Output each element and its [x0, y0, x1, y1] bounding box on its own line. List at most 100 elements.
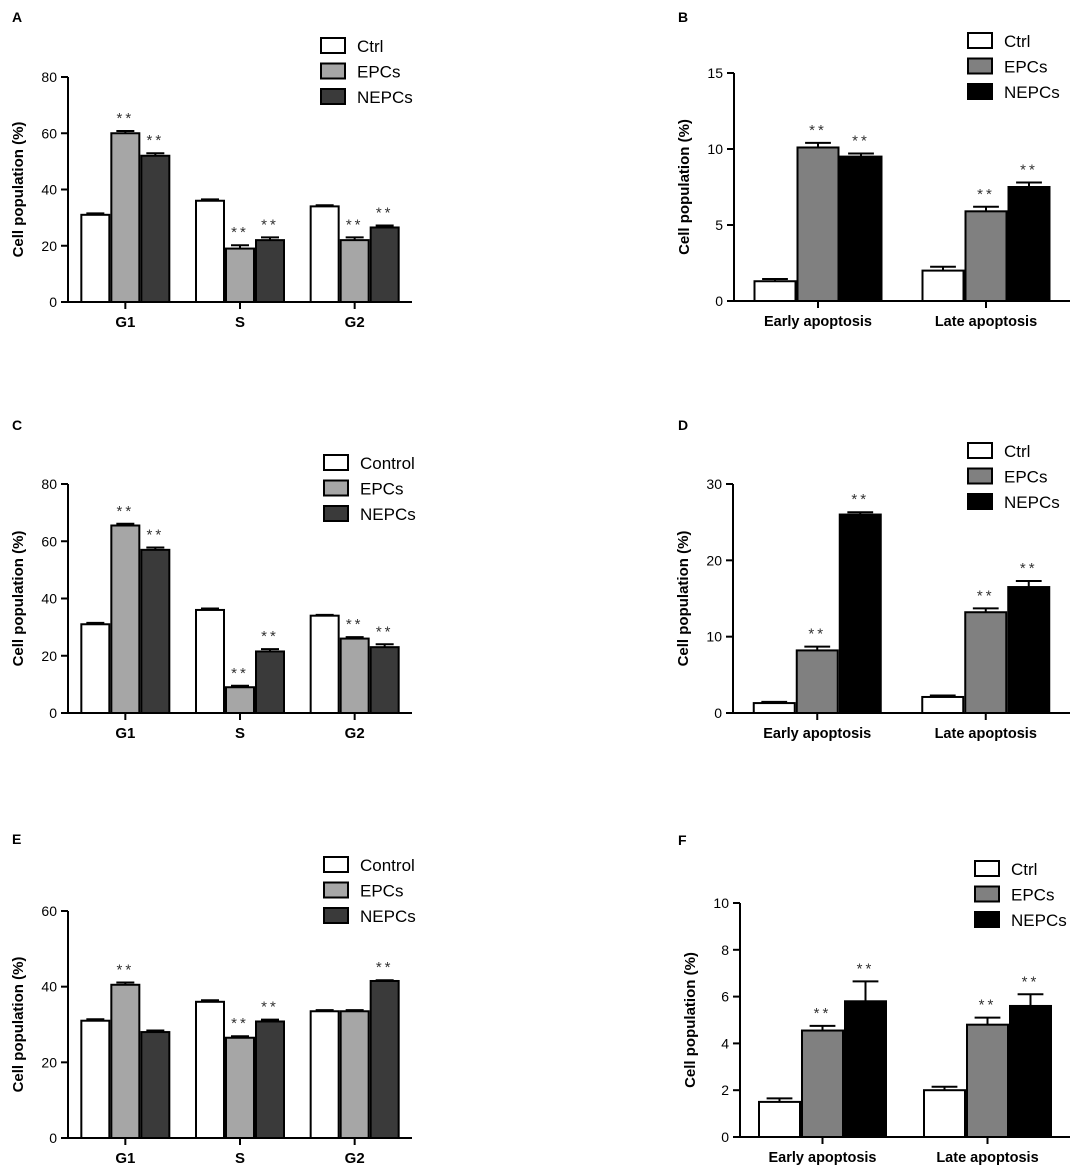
significance-label: ** [231, 224, 249, 241]
bar [309, 614, 340, 714]
chart-panel-d: D 0 10 20 30 Cell population (%) Early apoptos… [675, 417, 1070, 742]
legend-label: NEPCs [360, 505, 416, 524]
significance-label: ** [146, 132, 164, 149]
x-category-label: Early apoptosis [769, 1150, 877, 1166]
bar [339, 239, 370, 303]
legend-swatch [967, 83, 993, 100]
significance-label: ** [116, 110, 134, 127]
y-tick-label: 8 [721, 942, 729, 958]
significance-label: ** [376, 623, 394, 640]
significance-label: ** [808, 626, 826, 643]
y-tick-label: 20 [41, 648, 57, 664]
significance-label: ** [261, 999, 279, 1016]
bar [964, 210, 1008, 303]
y-tick-label: 30 [706, 476, 722, 492]
significance-label: ** [261, 216, 279, 233]
bar [339, 637, 370, 715]
bar [255, 239, 285, 303]
bar [1007, 586, 1051, 714]
y-axis-label: Cell population (%) [10, 531, 27, 667]
legend: Ctrl EPCs NEPCs [967, 442, 1060, 512]
x-category-label: S [235, 314, 245, 331]
significance-label: ** [851, 491, 869, 508]
x-category-label: Early apoptosis [763, 726, 871, 742]
bar [795, 649, 839, 715]
bar [753, 280, 797, 302]
y-tick-label: 10 [713, 895, 729, 911]
y-tick-label: 15 [707, 65, 723, 81]
legend-swatch [323, 856, 349, 873]
legend: Ctrl EPCs NEPCs [320, 37, 413, 107]
bar [1007, 186, 1051, 302]
panel-letter: B [678, 9, 688, 25]
significance-label: ** [376, 205, 394, 222]
significance-label: ** [1022, 973, 1040, 990]
chart-panel-e: E 0 20 40 60 Cell population (%) G1 ** S ** ** G2 **… [10, 831, 416, 1167]
significance-label: ** [977, 186, 995, 203]
significance-label: ** [116, 503, 134, 520]
bar [80, 213, 111, 303]
y-tick-label: 60 [41, 903, 57, 919]
chart-panel-a: A 0 20 40 60 80 Cell population (%) G1 ** ** S ** **… [10, 9, 413, 331]
y-tick-label: 10 [707, 141, 723, 157]
y-axis-label: Cell population (%) [682, 952, 699, 1088]
bar [758, 1100, 801, 1139]
legend-swatch [967, 32, 993, 49]
significance-label: ** [116, 962, 134, 979]
legend-swatch [967, 493, 993, 510]
bar [309, 1010, 340, 1140]
y-tick-label: 10 [706, 629, 722, 645]
significance-label: ** [261, 628, 279, 645]
bar [966, 1023, 1009, 1139]
legend-label: EPCs [1004, 58, 1047, 77]
bar [140, 154, 171, 303]
bar [921, 269, 965, 303]
legend-label: EPCs [360, 882, 403, 901]
legend-swatch [974, 885, 1000, 903]
y-tick-label: 20 [41, 1054, 57, 1070]
y-tick-label: 6 [721, 989, 729, 1005]
legend-label: Ctrl [1004, 442, 1030, 461]
y-tick-label: 80 [41, 69, 57, 85]
y-tick-label: 20 [41, 238, 57, 254]
legend-label: NEPCs [1004, 83, 1060, 102]
legend-swatch [320, 37, 346, 54]
legend-swatch [967, 57, 993, 75]
panel-letter: E [12, 831, 21, 847]
y-tick-label: 2 [721, 1082, 729, 1098]
bar [838, 513, 882, 714]
legend: Control EPCs NEPCs [323, 856, 416, 926]
bar [255, 1020, 285, 1139]
legend-label: EPCs [357, 63, 400, 82]
bar [921, 695, 965, 714]
significance-label: ** [814, 1005, 832, 1022]
legend-label: Ctrl [1004, 32, 1030, 51]
bar [80, 623, 111, 715]
y-tick-label: 0 [49, 294, 57, 310]
bar [195, 608, 225, 715]
bar [110, 983, 141, 1140]
significance-label: ** [809, 122, 827, 139]
x-category-label: Early apoptosis [764, 314, 872, 330]
chart-panel-c: C 0 20 40 60 80 Cell population (%) G1 ** ** S ** **… [10, 417, 416, 742]
legend-swatch [323, 454, 349, 471]
legend: Control EPCs NEPCs [323, 454, 416, 524]
significance-label: ** [146, 527, 164, 544]
bar [339, 1010, 370, 1140]
bar [309, 205, 340, 303]
legend-label: EPCs [1011, 886, 1054, 905]
y-tick-label: 40 [41, 182, 57, 198]
significance-label: ** [346, 216, 364, 233]
bar [369, 646, 400, 714]
legend-swatch [967, 442, 993, 459]
x-category-label: G2 [345, 1150, 365, 1167]
y-axis-label: Cell population (%) [10, 122, 27, 258]
significance-label: ** [1020, 161, 1038, 178]
significance-label: ** [1020, 560, 1038, 577]
bar [80, 1019, 111, 1140]
legend-swatch [974, 860, 1000, 877]
bar [369, 226, 400, 303]
bar [839, 155, 883, 302]
bar [923, 1089, 966, 1138]
